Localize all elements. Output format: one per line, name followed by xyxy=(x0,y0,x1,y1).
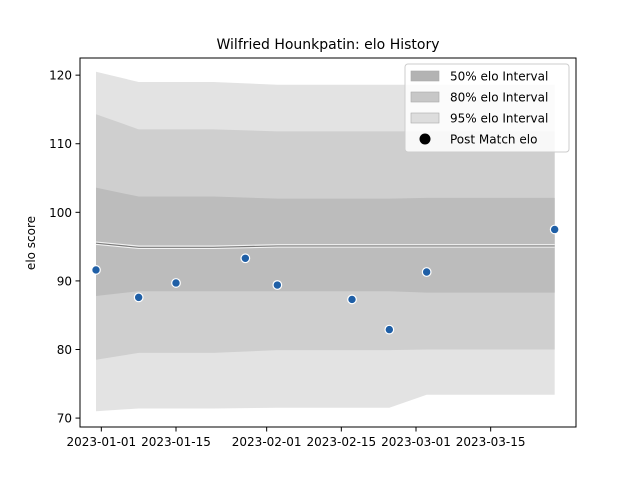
legend-swatch xyxy=(410,112,440,124)
x-tick-label: 2023-01-01 xyxy=(66,435,136,449)
legend-label: 95% elo Interval xyxy=(450,112,548,126)
y-tick-label: 70 xyxy=(57,412,72,426)
plot-frame xyxy=(79,57,577,428)
legend-label: 50% elo Interval xyxy=(450,70,548,84)
x-axis-ticks: 2023-01-01 2023-01-15 2023-02-01 2023-02-15… xyxy=(66,427,526,449)
post-match-point xyxy=(240,253,251,264)
interval-band-2 xyxy=(96,187,555,296)
post-match-point xyxy=(272,280,283,290)
legend-box xyxy=(404,63,570,153)
post-match-point xyxy=(384,324,395,335)
post-match-point xyxy=(133,292,144,303)
x-tick-label: 2023-03-15 xyxy=(456,435,526,449)
x-tick-label: 2023-02-15 xyxy=(306,435,376,449)
post-match-points xyxy=(91,224,560,335)
legend-marker xyxy=(419,133,431,145)
post-match-point xyxy=(347,294,357,305)
post-match-point xyxy=(549,224,560,235)
legend-label: Post Match elo xyxy=(450,133,537,147)
mean-line-layer xyxy=(95,241,555,250)
x-tick-label: 2023-02-01 xyxy=(232,435,302,449)
post-match-point xyxy=(171,278,181,288)
legend: 50% elo Interval 80% elo Interval 95% elo … xyxy=(404,63,570,153)
post-match-point xyxy=(91,265,101,275)
y-tick-label: 120 xyxy=(49,69,72,83)
y-tick-label: 110 xyxy=(49,137,72,151)
mean-line xyxy=(95,242,555,248)
y-tick-label: 80 xyxy=(57,343,72,357)
legend-label: 80% elo Interval xyxy=(450,91,548,105)
legend-swatch xyxy=(410,91,440,103)
y-axis-ticks: 70 80 90 100 110 120 xyxy=(49,69,80,426)
y-axis-label: elo score xyxy=(24,216,38,270)
interval-bands xyxy=(96,71,555,412)
y-tick-label: 90 xyxy=(57,274,72,288)
legend-swatch xyxy=(410,70,440,82)
x-tick-label: 2023-01-15 xyxy=(141,435,211,449)
chart-title: Wilfried Hounkpatin: elo History xyxy=(217,37,440,53)
post-match-point xyxy=(421,267,432,277)
y-tick-label: 100 xyxy=(49,206,72,220)
x-tick-label: 2023-03-01 xyxy=(381,435,451,449)
